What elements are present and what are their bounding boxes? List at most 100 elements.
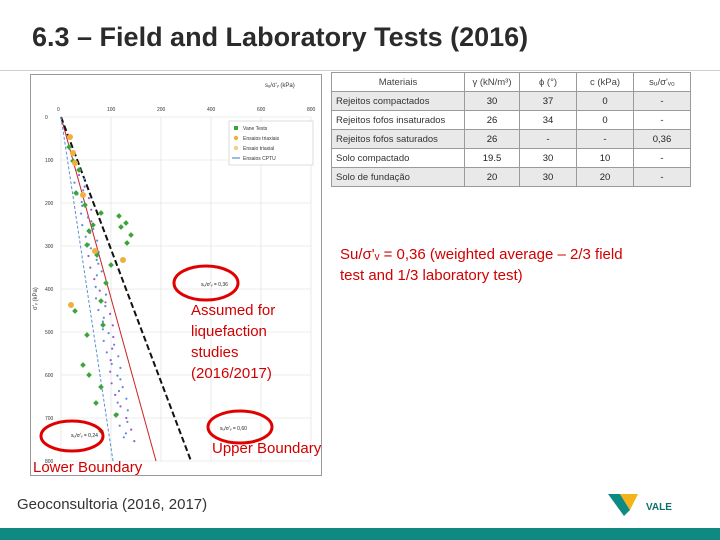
header-strength-ratio: sᵤ/σ'ᵥ₀ [633,72,691,92]
y-tick-label: 200 [45,201,54,207]
cptu-point [95,274,98,277]
cptu-point [81,224,84,227]
cptu-point [105,351,108,354]
vane-point [98,428,104,434]
title-divider [0,70,720,71]
vane-point [80,362,86,368]
y-tick-label: 300 [45,244,54,250]
y-axis-label: σ'ᵥ (kPa) [33,287,39,310]
table-cell-gamma: 26 [464,110,520,130]
table-cell-c: 0 [576,91,634,111]
cptu-point [77,173,81,177]
cptu-point [94,285,97,288]
vane-point [103,280,109,286]
slide-title: 6.3 – Field and Laboratory Tests (2016) [32,22,529,52]
cptu-point [80,200,83,204]
table-row: Rejeitos fofos insaturados 26 34 0- [331,110,691,130]
cptu-point [111,324,114,327]
cptu-point [126,409,129,412]
cptu-point [98,289,101,292]
cptu-point [83,177,86,180]
vane-point [98,298,104,304]
vane-point [100,322,106,328]
vane-point [84,242,90,248]
cptu-point [87,254,90,258]
cptu-point [92,227,95,231]
vane-point [124,240,130,246]
cptu-point [104,293,108,296]
table-cell-phi: 30 [519,167,577,187]
table-cell-phi: 30 [519,148,577,168]
x-tick-label: 600 [257,107,266,113]
header-gamma: γ (kN/m³) [464,72,520,92]
cptu-point [125,397,128,400]
vale-logo-icon: VALE [608,494,672,516]
table-row: Solo de fundação 20 30 20- [331,167,691,187]
upper-boundary-line [60,116,192,462]
table-cell-su: 0,36 [633,129,691,149]
legend-cptu-label: Ensaios CPTU [243,156,276,162]
cptu-point [97,308,100,312]
cptu-point [97,251,100,254]
vane-point [84,332,90,338]
y-tick-label: 400 [45,287,54,293]
table-cell-c: 10 [576,148,634,168]
cptu-point [109,359,112,362]
y-tick-label: 500 [45,330,54,336]
cptu-point [119,378,122,381]
cptu-point [101,328,104,331]
triaxial-point [120,257,126,263]
cptu-point [89,247,92,250]
triaxial-point [68,302,74,308]
table-cell-su: - [633,110,691,130]
table-cell-su: - [633,91,691,111]
x-tick-label: 0 [57,107,60,113]
cptu-point [111,347,114,350]
cptu-point [107,332,110,335]
cptu-point [116,374,119,377]
middle-line-label: sᵤ/σ'ᵥ = 0,36 [201,282,228,288]
legend-triax2-label: Ensaio triaxial [243,146,274,152]
cptu-point [116,401,119,404]
cptu-point [133,440,136,443]
triaxial-point [92,248,98,254]
vane-point [108,262,114,268]
cptu-point [94,297,98,300]
legend-vane-marker [234,126,238,130]
table-cell-name: Rejeitos fofos saturados [331,129,465,149]
material-properties-table: Materiais γ (kN/m³) ϕ (°) c (kPa) sᵤ/σ'ᵥ… [331,72,691,187]
plot-canvas: 8007006005004003002001000800600400200100… [33,83,316,465]
table-cell-c: 0 [576,110,634,130]
lower-boundary-line [60,116,157,462]
strength-ratio-plot: 800 700 600 500 400 300 200 100 0 800 600 400 200 100… [30,74,322,476]
weighted-average-note: Su/σ'ᵥ = 0,36 (weighted average – 2/3 fi… [340,246,623,284]
cptu-point [104,305,107,308]
vane-point [116,213,122,219]
legend-triax2-marker [233,145,239,151]
x-tick-label: 100 [107,107,116,113]
cptu-point [113,343,116,346]
y-tick-label: 700 [45,416,54,422]
table-cell-phi: - [519,129,577,149]
vane-point [72,308,78,314]
source-citation: Geoconsultoria (2016, 2017) [17,496,208,513]
upper-line-label: sᵤ/σ'ᵥ = 0,60 [220,426,247,432]
cptu-point [124,432,127,435]
cptu-point [101,320,104,323]
triaxial-point [67,134,73,140]
x-tick-label: 800 [307,107,316,113]
cptu-point [87,197,90,200]
plot-legend: Vane Tests Ensaios triaxiais Ensaio tria… [228,120,314,166]
vane-point [128,232,134,238]
cptu-point [130,428,133,431]
legend-vane-label: Vane Tests [243,126,268,132]
cptu-point [117,389,121,393]
footer-bar [0,528,720,540]
lower-line-label: sᵤ/σ'ᵥ = 0,24 [71,433,98,439]
cptu-point [119,405,122,408]
assumed-note: Assumed for liquefaction studies (2016/2… [191,302,276,382]
vane-point [98,384,104,390]
table-row: Rejeitos fofos saturados 26- -0,36 [331,129,691,149]
cptu-point [117,355,120,358]
upper-boundary-label: Upper Boundary [212,440,322,457]
